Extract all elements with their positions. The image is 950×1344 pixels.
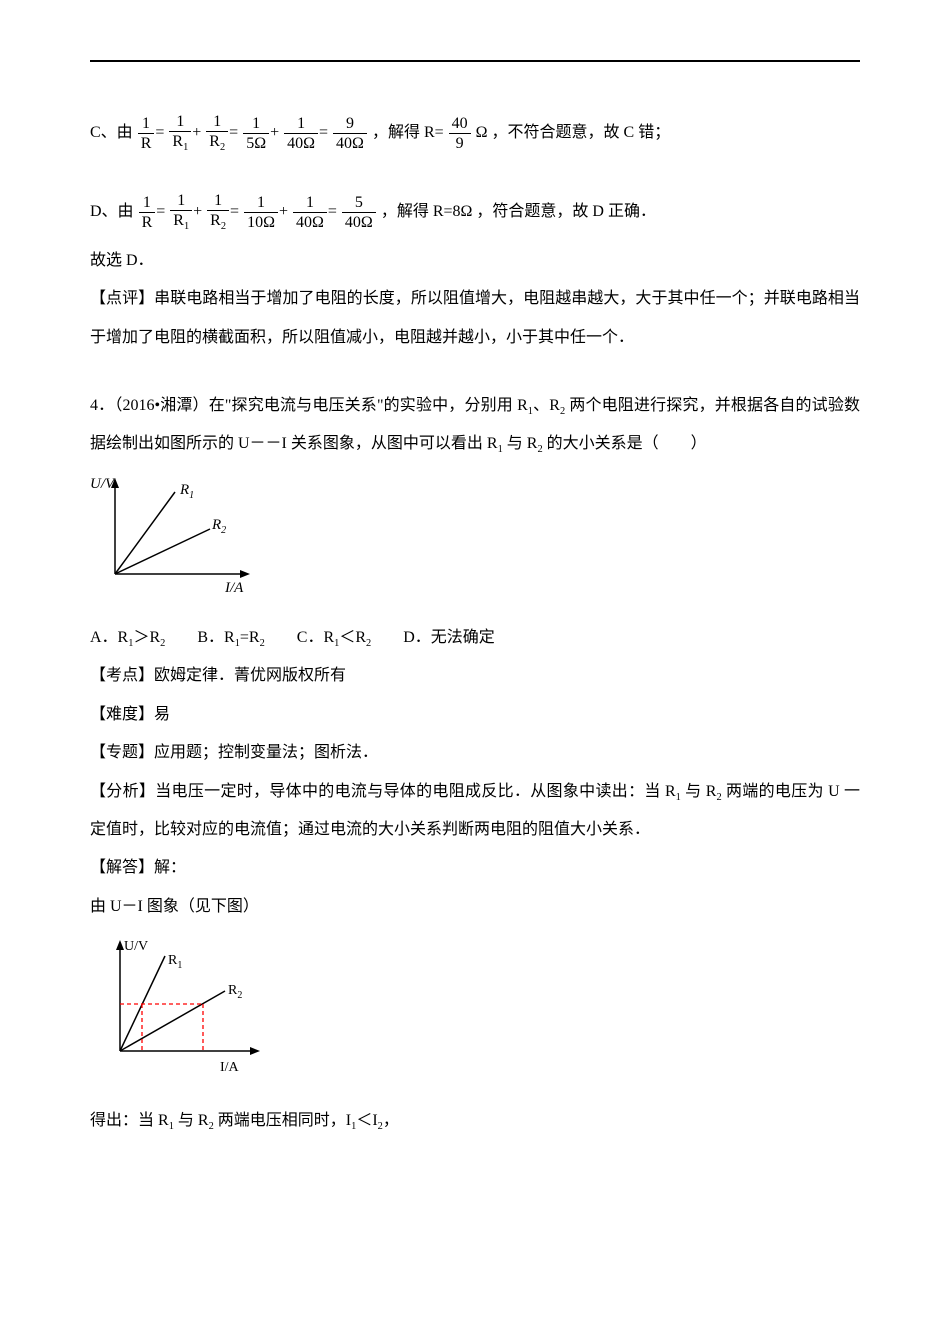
svg-text:U/V: U/V <box>124 939 148 954</box>
q4-options: A．R1＞R2 B．R1=R2 C．R1＜R2 D．无法确定 <box>90 619 860 657</box>
text: ，解得 R= <box>372 124 444 141</box>
comment-block: 【点评】串联电路相当于增加了电阻的长度，所以阻值增大，电阻越串越大，大于其中任一… <box>90 280 860 357</box>
svg-text:I/A: I/A <box>220 1060 240 1075</box>
comment-label: 【点评】 <box>90 290 154 307</box>
text: 解： <box>154 859 186 876</box>
text: 与 R <box>681 783 717 800</box>
equals: = <box>229 114 238 152</box>
q4-stem: 4．（2016•湘潭）在"探究电流与电压关系"的实验中，分别用 R1、R2 两个… <box>90 387 860 464</box>
equals: = <box>230 193 239 231</box>
equals: = <box>319 114 328 152</box>
svg-text:I/A: I/A <box>224 580 244 594</box>
top-rule <box>90 60 860 62</box>
text: 的大小关系是（ ） <box>543 435 707 452</box>
plus: + <box>193 193 202 231</box>
q4-graph-1: U/V I/A R1 R2 <box>90 474 860 609</box>
svg-text:R2: R2 <box>228 983 242 1001</box>
option-c: C．R1＜R2 <box>297 619 371 657</box>
option-d: D．无法确定 <box>403 619 495 657</box>
zhuanti: 【专题】应用题；控制变量法；图析法． <box>90 734 860 772</box>
svg-text:U/V: U/V <box>90 476 116 492</box>
svg-text:R2: R2 <box>211 517 226 536</box>
equals: = <box>156 193 165 231</box>
text: D、由 <box>90 203 138 220</box>
label: 【分析】 <box>90 783 155 800</box>
text: ，解得 R=8Ω ，符合题意，故 D 正确． <box>381 203 656 220</box>
text: ＜I <box>356 1112 377 1129</box>
fraction: 940Ω <box>333 114 367 153</box>
fraction: 1R1 <box>169 112 191 155</box>
label: 【难度】 <box>90 706 154 723</box>
text: 两端电压相同时，I <box>214 1112 351 1129</box>
comment-text: 串联电路相当于增加了电阻的长度，所以阻值增大，电阻越串越大，大于其中任一个；并联… <box>90 290 860 345</box>
text: C、由 <box>90 124 137 141</box>
q4-graph-2: U/V I/A R1 R2 <box>90 936 860 1091</box>
text: 当电压一定时，导体中的电流与导体的电阻成反比．从图象中读出：当 R <box>155 783 675 800</box>
fraction: 1R <box>139 193 156 232</box>
text: 易 <box>154 706 170 723</box>
plus: + <box>279 193 288 231</box>
equals: = <box>155 114 164 152</box>
conclusion: 故选 D． <box>90 242 860 280</box>
equals: = <box>328 193 337 231</box>
fraction: 140Ω <box>293 193 327 232</box>
text: 与 R <box>174 1112 209 1129</box>
jieda-line2: 由 U－I 图象（见下图） <box>90 888 860 926</box>
fraction: 140Ω <box>284 114 318 153</box>
text: 欧姆定律．菁优网版权所有 <box>154 667 346 684</box>
svg-text:R1: R1 <box>179 482 194 501</box>
text: Ω ，不符合题意，故 C 错； <box>476 124 671 141</box>
q4-result: 得出：当 R1 与 R2 两端电压相同时，I1＜I2， <box>90 1102 860 1140</box>
text: 应用题；控制变量法；图析法． <box>154 744 378 761</box>
label: 【考点】 <box>90 667 154 684</box>
option-b: B．R1=R2 <box>197 619 264 657</box>
ui-graph-icon: U/V I/A R1 R2 <box>90 474 270 594</box>
fraction: 1R <box>138 114 155 153</box>
option-a: A．R1＞R2 <box>90 619 165 657</box>
text: 、R <box>533 397 560 414</box>
fenxi: 【分析】当电压一定时，导体中的电流与导体的电阻成反比．从图象中读出：当 R1 与… <box>90 773 860 850</box>
fraction: 1R2 <box>206 112 228 155</box>
ui-graph-solution-icon: U/V I/A R1 R2 <box>90 936 280 1076</box>
fraction: 1R2 <box>207 191 229 234</box>
option-d-line: D、由 1R= 1R1+ 1R2= 110Ω+ 140Ω= 540Ω ，解得 R… <box>90 191 860 234</box>
fraction: 110Ω <box>244 193 278 232</box>
fraction: 409 <box>449 114 471 153</box>
jieda: 【解答】解： <box>90 849 860 887</box>
option-c-line: C、由 1R= 1R1+ 1R2= 15Ω+ 140Ω= 940Ω ，解得 R=… <box>90 112 860 155</box>
text: 与 R <box>503 435 538 452</box>
nandu: 【难度】易 <box>90 696 860 734</box>
label: 【专题】 <box>90 744 154 761</box>
label: 【解答】 <box>90 859 154 876</box>
text: 4．（2016•湘潭）在"探究电流与电压关系"的实验中，分别用 R <box>90 397 528 414</box>
fraction: 540Ω <box>342 193 376 232</box>
fraction: 15Ω <box>243 114 269 153</box>
text: 得出：当 R <box>90 1112 169 1129</box>
svg-text:R1: R1 <box>168 953 182 971</box>
plus: + <box>270 114 279 152</box>
kaodian: 【考点】欧姆定律．菁优网版权所有 <box>90 657 860 695</box>
text: ， <box>383 1112 399 1129</box>
plus: + <box>192 114 201 152</box>
fraction: 1R1 <box>170 191 192 234</box>
